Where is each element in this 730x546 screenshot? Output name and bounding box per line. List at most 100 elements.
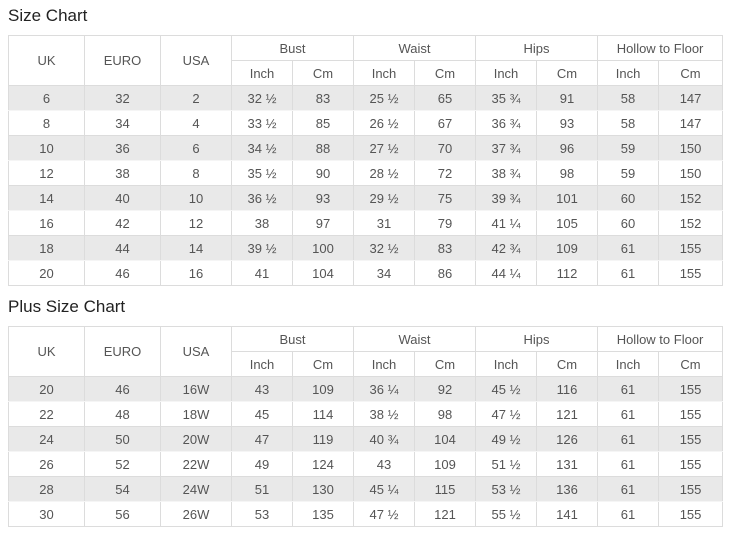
table-row: 20 46 16 41 104 34 86 44 ¼ 112 61 155 — [8, 260, 724, 286]
column-header-hollow-inch: Inch — [597, 351, 660, 377]
column-group-hollow-to-floor: Hollow to Floor — [597, 35, 724, 61]
table-cell: 32 ½ — [353, 235, 416, 261]
column-header-waist-inch: Inch — [353, 60, 416, 86]
table-row: 10 36 6 34 ½ 88 27 ½ 70 37 ¾ 96 59 150 — [8, 135, 724, 161]
table-cell: 18W — [160, 401, 232, 427]
table-cell: 51 ½ — [475, 451, 538, 477]
table-header-group-row: UK EURO USA Bust Waist Hips Hollow to Fl… — [8, 326, 724, 377]
table-cell: 6 — [160, 135, 232, 161]
table-cell: 104 — [291, 260, 355, 286]
table-cell: 47 ½ — [353, 501, 416, 527]
table-row: 14 40 10 36 ½ 93 29 ½ 75 39 ¾ 101 60 152 — [8, 185, 724, 211]
table-cell: 30 — [8, 501, 85, 527]
table-cell: 93 — [291, 185, 355, 211]
table-cell: 121 — [536, 401, 599, 427]
table-cell: 22 — [8, 401, 85, 427]
table-cell: 54 — [84, 476, 161, 502]
table-cell: 61 — [597, 401, 660, 427]
table-cell: 86 — [414, 260, 477, 286]
table-cell: 83 — [291, 85, 355, 111]
table-cell: 114 — [291, 401, 355, 427]
column-header-waist-cm: Cm — [414, 351, 477, 377]
table-row: 22 48 18W 45 114 38 ½ 98 47 ½ 121 61 155 — [8, 401, 724, 427]
table-cell: 141 — [536, 501, 599, 527]
table-cell: 150 — [658, 160, 724, 186]
table-cell: 101 — [536, 185, 599, 211]
table-cell: 96 — [536, 135, 599, 161]
table-cell: 55 ½ — [475, 501, 538, 527]
table-cell: 105 — [536, 210, 599, 236]
table-cell: 2 — [160, 85, 232, 111]
table-cell: 27 ½ — [353, 135, 416, 161]
table-cell: 49 ½ — [475, 426, 538, 452]
table-cell: 34 ½ — [231, 135, 293, 161]
table-cell: 38 ¾ — [475, 160, 538, 186]
table-cell: 126 — [536, 426, 599, 452]
table-cell: 34 — [84, 110, 161, 136]
table-cell: 34 — [353, 260, 416, 286]
column-header-hollow-cm: Cm — [658, 351, 724, 377]
table-cell: 67 — [414, 110, 477, 136]
column-header-bust-inch: Inch — [231, 60, 293, 86]
table-cell: 26W — [160, 501, 232, 527]
table-cell: 85 — [291, 110, 355, 136]
table-cell: 35 ¾ — [475, 85, 538, 111]
table-cell: 24 — [8, 426, 85, 452]
table-cell: 20 — [8, 260, 85, 286]
table-cell: 36 ¼ — [353, 376, 416, 402]
column-header-usa: USA — [160, 35, 232, 86]
table-cell: 147 — [658, 85, 724, 111]
table-cell: 38 — [231, 210, 293, 236]
table-cell: 32 ½ — [231, 85, 293, 111]
table-cell: 75 — [414, 185, 477, 211]
table-cell: 58 — [597, 110, 660, 136]
table-cell: 98 — [536, 160, 599, 186]
table-cell: 152 — [658, 210, 724, 236]
table-cell: 56 — [84, 501, 161, 527]
table-cell: 53 — [231, 501, 293, 527]
table-header-unit-row: Inch Cm Inch Cm Inch Cm Inch Cm — [9, 60, 724, 86]
table-cell: 88 — [291, 135, 355, 161]
table-row: 12 38 8 35 ½ 90 28 ½ 72 38 ¾ 98 59 150 — [8, 160, 724, 186]
table-cell: 35 ½ — [231, 160, 293, 186]
table-cell: 12 — [160, 210, 232, 236]
table-cell: 42 — [84, 210, 161, 236]
table-cell: 115 — [414, 476, 477, 502]
column-header-euro: EURO — [84, 35, 161, 86]
table-cell: 147 — [658, 110, 724, 136]
column-group-hips: Hips — [475, 326, 599, 352]
size-chart-title: Size Chart — [8, 6, 88, 25]
table-cell: 155 — [658, 235, 724, 261]
table-cell: 24W — [160, 476, 232, 502]
table-cell: 20 — [8, 376, 85, 402]
column-header-bust-inch: Inch — [231, 351, 293, 377]
table-cell: 49 — [231, 451, 293, 477]
column-group-waist: Waist — [353, 35, 477, 61]
table-row: 6 32 2 32 ½ 83 25 ½ 65 35 ¾ 91 58 147 — [8, 85, 724, 111]
table-cell: 98 — [414, 401, 477, 427]
table-header-unit-row: Inch Cm Inch Cm Inch Cm Inch Cm — [9, 351, 724, 377]
table-cell: 152 — [658, 185, 724, 211]
table-row: 26 52 22W 49 124 43 109 51 ½ 131 61 155 — [8, 451, 724, 477]
table-cell: 155 — [658, 476, 724, 502]
table-cell: 59 — [597, 135, 660, 161]
column-header-waist-inch: Inch — [353, 351, 416, 377]
table-cell: 28 ½ — [353, 160, 416, 186]
size-chart-table: UK EURO USA Bust Waist Hips Hollow to Fl… — [8, 35, 724, 286]
column-header-bust-cm: Cm — [291, 60, 355, 86]
table-cell: 10 — [8, 135, 85, 161]
table-cell: 61 — [597, 235, 660, 261]
column-header-bust-cm: Cm — [291, 351, 355, 377]
table-cell: 45 — [231, 401, 293, 427]
table-cell: 61 — [597, 476, 660, 502]
table-cell: 12 — [8, 160, 85, 186]
table-cell: 29 ½ — [353, 185, 416, 211]
table-cell: 14 — [160, 235, 232, 261]
table-cell: 135 — [291, 501, 355, 527]
table-cell: 83 — [414, 235, 477, 261]
table-row: 28 54 24W 51 130 45 ¼ 115 53 ½ 136 61 155 — [8, 476, 724, 502]
table-cell: 37 ¾ — [475, 135, 538, 161]
table-cell: 61 — [597, 376, 660, 402]
table-cell: 47 — [231, 426, 293, 452]
table-cell: 53 ½ — [475, 476, 538, 502]
